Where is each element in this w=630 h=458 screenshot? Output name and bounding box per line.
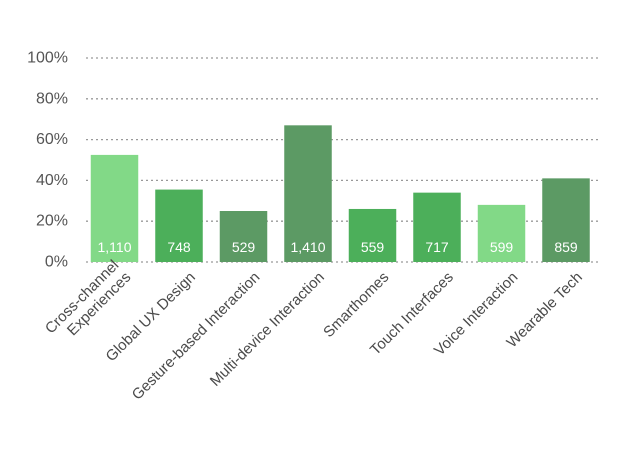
y-tick-label: 100% bbox=[27, 50, 68, 67]
data-labels: 1,110 748 529 1,410 559 717 599 859 bbox=[98, 239, 578, 255]
y-tick-label: 0% bbox=[45, 254, 68, 271]
data-label: 529 bbox=[232, 239, 256, 255]
data-label: 559 bbox=[361, 239, 385, 255]
bar bbox=[219, 211, 268, 262]
category-label: Multi-device Interaction bbox=[207, 269, 328, 390]
data-label: 599 bbox=[490, 239, 514, 255]
data-label: 748 bbox=[167, 239, 191, 255]
data-label: 717 bbox=[425, 239, 449, 255]
y-axis-tick-labels: 0% 20% 40% 60% 80% 100% bbox=[27, 50, 68, 271]
category-label-line: Multi-device Interaction bbox=[207, 269, 328, 390]
category-label-line: Gesture-based Interaction bbox=[129, 269, 264, 404]
bar bbox=[155, 189, 203, 262]
category-label: Gesture-based Interaction bbox=[129, 269, 264, 404]
y-tick-label: 60% bbox=[36, 131, 68, 148]
bar bbox=[477, 204, 526, 262]
y-tick-label: 20% bbox=[36, 213, 68, 230]
bars bbox=[90, 125, 590, 262]
y-tick-label: 80% bbox=[36, 90, 68, 107]
bar bbox=[348, 208, 397, 262]
bar bbox=[90, 154, 139, 262]
bar bbox=[542, 178, 590, 262]
bar bbox=[413, 192, 461, 262]
data-label: 1,110 bbox=[98, 239, 132, 255]
y-tick-label: 40% bbox=[36, 172, 68, 189]
category-label: Smarthomes bbox=[320, 269, 392, 341]
category-label-line: Smarthomes bbox=[320, 269, 392, 341]
data-label: 859 bbox=[554, 239, 578, 255]
bar bbox=[284, 125, 332, 262]
data-label: 1,410 bbox=[290, 239, 325, 255]
